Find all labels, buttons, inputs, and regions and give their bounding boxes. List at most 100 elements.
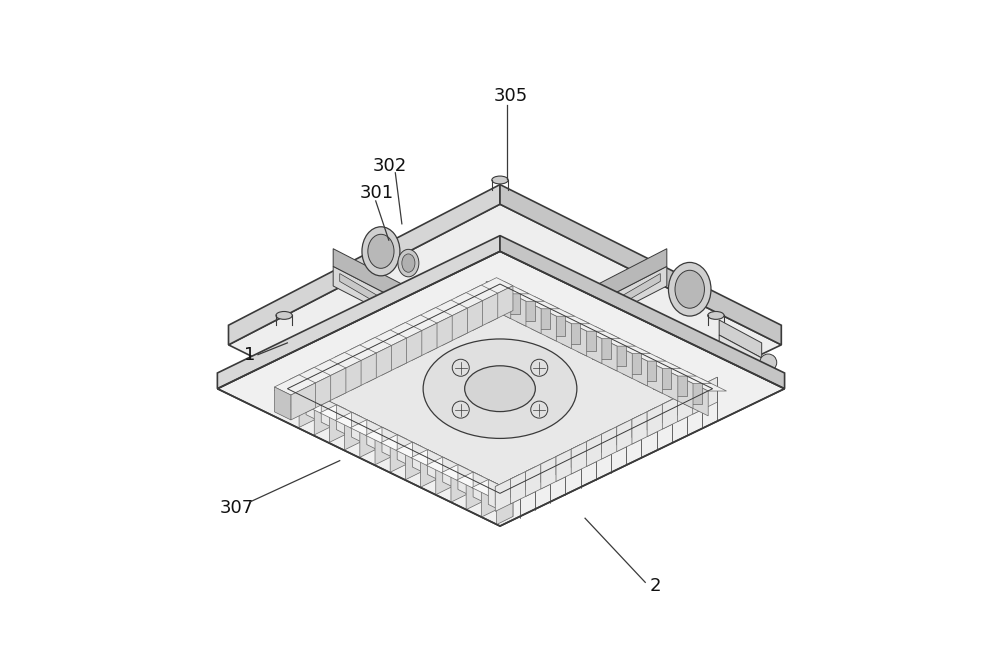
- Ellipse shape: [423, 339, 577, 438]
- Polygon shape: [481, 484, 498, 517]
- Polygon shape: [306, 375, 331, 413]
- Polygon shape: [684, 379, 727, 391]
- Polygon shape: [228, 185, 500, 345]
- Polygon shape: [586, 430, 611, 466]
- Polygon shape: [458, 464, 483, 501]
- Polygon shape: [381, 334, 397, 367]
- Polygon shape: [526, 459, 550, 490]
- Polygon shape: [360, 424, 376, 457]
- Polygon shape: [320, 365, 336, 397]
- Polygon shape: [457, 472, 498, 492]
- Polygon shape: [516, 297, 541, 334]
- Polygon shape: [396, 442, 437, 463]
- Polygon shape: [668, 371, 687, 396]
- Polygon shape: [608, 342, 651, 353]
- Polygon shape: [647, 399, 672, 437]
- Polygon shape: [441, 464, 483, 485]
- Polygon shape: [577, 327, 596, 351]
- Polygon shape: [623, 349, 641, 374]
- Polygon shape: [638, 357, 656, 381]
- Polygon shape: [582, 266, 667, 330]
- Polygon shape: [653, 364, 671, 389]
- Polygon shape: [428, 449, 452, 487]
- Polygon shape: [592, 334, 635, 346]
- Polygon shape: [345, 417, 361, 450]
- Circle shape: [760, 354, 777, 371]
- Polygon shape: [441, 305, 458, 338]
- Polygon shape: [472, 278, 513, 298]
- Polygon shape: [366, 342, 382, 375]
- Polygon shape: [274, 387, 291, 420]
- Polygon shape: [602, 422, 626, 453]
- Polygon shape: [366, 330, 407, 350]
- Polygon shape: [684, 379, 708, 416]
- Polygon shape: [532, 304, 550, 329]
- Polygon shape: [412, 323, 437, 360]
- Polygon shape: [366, 427, 407, 447]
- Polygon shape: [501, 289, 544, 302]
- Polygon shape: [457, 285, 498, 306]
- Polygon shape: [305, 397, 346, 417]
- Polygon shape: [217, 251, 785, 526]
- Polygon shape: [466, 477, 483, 510]
- Ellipse shape: [668, 262, 711, 316]
- Polygon shape: [428, 315, 452, 353]
- Polygon shape: [451, 469, 467, 502]
- Polygon shape: [586, 430, 611, 460]
- Polygon shape: [473, 472, 498, 509]
- Ellipse shape: [362, 227, 400, 276]
- Polygon shape: [396, 327, 412, 360]
- Polygon shape: [421, 454, 437, 487]
- Polygon shape: [340, 273, 412, 323]
- Polygon shape: [436, 462, 452, 495]
- Ellipse shape: [368, 235, 394, 268]
- Polygon shape: [571, 437, 596, 468]
- Polygon shape: [501, 289, 520, 314]
- Text: 307: 307: [220, 499, 254, 517]
- Polygon shape: [426, 312, 443, 345]
- Polygon shape: [623, 349, 666, 361]
- Polygon shape: [556, 445, 581, 482]
- Polygon shape: [668, 371, 693, 409]
- Polygon shape: [647, 399, 672, 430]
- Polygon shape: [411, 449, 452, 470]
- Polygon shape: [638, 357, 681, 369]
- Polygon shape: [562, 319, 580, 344]
- Polygon shape: [291, 383, 316, 420]
- Polygon shape: [592, 334, 617, 371]
- Polygon shape: [577, 327, 620, 338]
- Polygon shape: [497, 491, 513, 524]
- Polygon shape: [305, 372, 321, 405]
- Polygon shape: [653, 364, 696, 376]
- Text: 301: 301: [359, 184, 393, 202]
- Polygon shape: [352, 412, 376, 449]
- Polygon shape: [510, 467, 535, 504]
- Text: 302: 302: [372, 158, 407, 175]
- Polygon shape: [500, 185, 781, 345]
- Polygon shape: [397, 330, 422, 367]
- Polygon shape: [426, 300, 467, 321]
- Polygon shape: [352, 353, 376, 390]
- Polygon shape: [382, 427, 407, 464]
- Ellipse shape: [708, 311, 724, 319]
- Polygon shape: [320, 405, 361, 425]
- Polygon shape: [541, 452, 565, 482]
- Polygon shape: [396, 315, 437, 335]
- Polygon shape: [411, 307, 452, 328]
- Polygon shape: [532, 304, 556, 341]
- Polygon shape: [678, 385, 702, 415]
- Polygon shape: [299, 394, 316, 428]
- Polygon shape: [426, 457, 467, 477]
- Polygon shape: [397, 435, 422, 472]
- Polygon shape: [291, 382, 316, 419]
- Polygon shape: [693, 377, 717, 414]
- Polygon shape: [602, 422, 626, 459]
- Polygon shape: [608, 342, 632, 378]
- Ellipse shape: [402, 254, 415, 272]
- Polygon shape: [336, 361, 361, 397]
- Polygon shape: [381, 323, 422, 343]
- Polygon shape: [306, 390, 331, 427]
- Polygon shape: [217, 236, 500, 389]
- Polygon shape: [321, 397, 346, 434]
- Polygon shape: [375, 432, 391, 464]
